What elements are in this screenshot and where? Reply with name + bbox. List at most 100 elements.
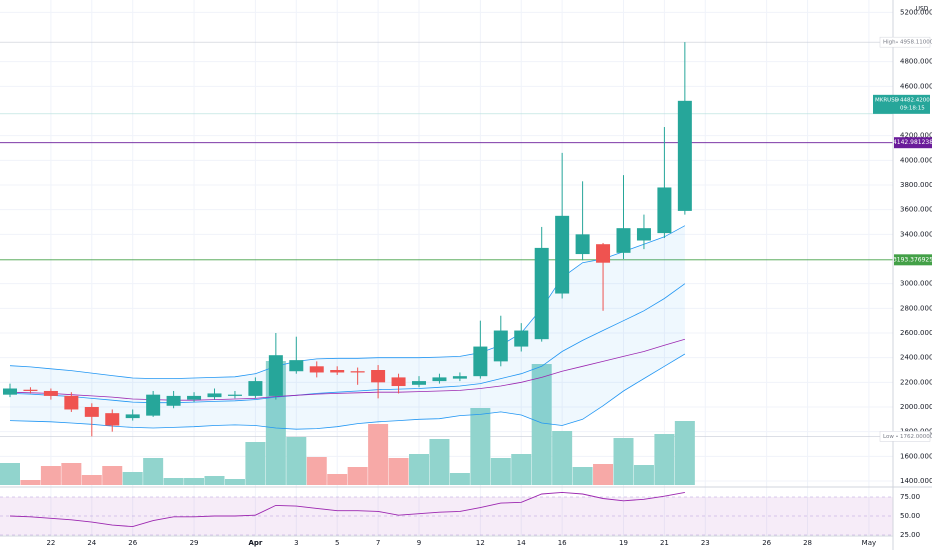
candle-body xyxy=(84,407,99,417)
x-tick-label: 14 xyxy=(517,539,526,547)
low_marker-name: Low xyxy=(883,434,894,440)
rsi-tick-label: 50.00 xyxy=(900,512,920,520)
candle-body xyxy=(105,413,120,426)
price-line-label: 3193.376925 xyxy=(893,256,932,263)
candle-body xyxy=(616,228,631,253)
volume-bar xyxy=(449,473,470,485)
y-tick-label: 2800.000000 xyxy=(900,304,932,312)
volume-bar xyxy=(490,458,511,485)
x-tick-label: 12 xyxy=(476,539,485,547)
indicator-line xyxy=(9,283,686,404)
candle-body xyxy=(452,376,467,379)
y-tick-label: 3800.000000 xyxy=(900,181,932,189)
volume-bar xyxy=(470,408,491,485)
volume-bar xyxy=(593,464,614,485)
y-tick-label: 1400.000000 xyxy=(900,477,932,485)
volume-bar xyxy=(531,364,552,485)
volume-bar xyxy=(572,467,593,485)
volume-bar xyxy=(0,463,20,485)
volume-bar xyxy=(347,467,368,485)
candle-body xyxy=(248,381,263,396)
candle-body xyxy=(125,414,140,419)
volume-bar xyxy=(633,465,654,485)
price-line-label-bg xyxy=(894,254,932,266)
x-tick-label: 16 xyxy=(558,539,567,547)
volume-bar xyxy=(368,424,389,485)
price-line-label-bg xyxy=(894,137,932,149)
low_marker-value: 1762.000000 xyxy=(900,434,932,440)
rsi-pane xyxy=(0,491,893,536)
candle-body xyxy=(657,187,672,234)
y-tick-label: 2400.000000 xyxy=(900,354,932,362)
last-price-dot xyxy=(896,99,898,101)
y-tick-label: 4800.000000 xyxy=(900,58,932,66)
volume-bar xyxy=(102,466,123,485)
candle-body xyxy=(493,330,508,362)
candle-body xyxy=(534,247,549,340)
volume-bar xyxy=(143,458,164,485)
low_marker-dot xyxy=(896,435,898,438)
y-tick-label: 4600.000000 xyxy=(900,82,932,90)
y-tick-label: 5200.000000 xyxy=(900,8,932,16)
candle-body xyxy=(146,394,161,416)
volume-bar xyxy=(654,434,675,485)
x-tick-label: 7 xyxy=(376,539,380,547)
y-tick-label: 4000.000000 xyxy=(900,156,932,164)
x-tick-label: 23 xyxy=(701,539,710,547)
volume-bar xyxy=(61,463,82,485)
x-tick-label: 26 xyxy=(762,539,771,547)
volume-bar xyxy=(429,439,450,485)
candle-body xyxy=(3,388,17,395)
price-lines xyxy=(0,41,893,437)
x-tick-label: 19 xyxy=(619,539,628,547)
volume-bar xyxy=(204,476,225,485)
volume-bar xyxy=(286,437,307,485)
volume-bar xyxy=(163,478,184,485)
candles xyxy=(3,42,692,437)
volume-bar xyxy=(511,454,532,485)
candle-body xyxy=(555,215,570,294)
candle-body xyxy=(227,394,242,396)
candle-body xyxy=(596,244,611,263)
last-price-symbol: MKRUSD xyxy=(875,97,899,103)
candle-body xyxy=(64,395,79,410)
y-tick-label: 4200.000000 xyxy=(900,132,932,140)
candle-body xyxy=(514,330,529,347)
volume xyxy=(0,361,695,485)
price-axis: 5200.000000 4800.000000 4600.000000 4200.00… xyxy=(873,8,932,539)
candle-body xyxy=(268,355,283,396)
volume-bar xyxy=(224,479,245,485)
y-tick-label: 2200.000000 xyxy=(900,378,932,386)
candle-body xyxy=(330,370,345,373)
candle-body xyxy=(309,366,324,373)
rsi-tick-label: 25.00 xyxy=(900,531,920,539)
x-tick-label: 29 xyxy=(190,539,199,547)
indicator-line xyxy=(9,225,686,379)
candle-body xyxy=(187,395,202,400)
volume-bar xyxy=(184,478,205,485)
x-tick-label: Apr xyxy=(248,539,262,547)
x-tick-label: 3 xyxy=(294,539,298,547)
candle-body xyxy=(371,370,386,383)
volume-bar xyxy=(388,458,409,485)
rsi-tick-label: 75.00 xyxy=(900,493,920,501)
candle-body xyxy=(43,390,58,396)
x-tick-label: 24 xyxy=(87,539,96,547)
currency: USD xyxy=(916,6,929,13)
volume-bar xyxy=(306,457,327,485)
volume-bar xyxy=(552,431,573,485)
time-axis: 22 24 26 29 Apr 3 5 7 9 12 14 16 19 21 23 26 28 May xyxy=(46,539,876,547)
high_marker-value: 4958.110000 xyxy=(900,40,932,46)
price-line-label: 4142.981238 xyxy=(893,139,932,146)
x-tick-label: 28 xyxy=(803,539,812,547)
volume-bar xyxy=(81,475,102,485)
candle-body xyxy=(166,395,181,406)
volume-bar xyxy=(613,438,634,485)
last-price-countdown: 09:18:15 xyxy=(900,105,925,111)
y-tick-label: 1600.000000 xyxy=(900,452,932,460)
volume-bar xyxy=(674,421,695,485)
volume-bar xyxy=(327,474,348,485)
